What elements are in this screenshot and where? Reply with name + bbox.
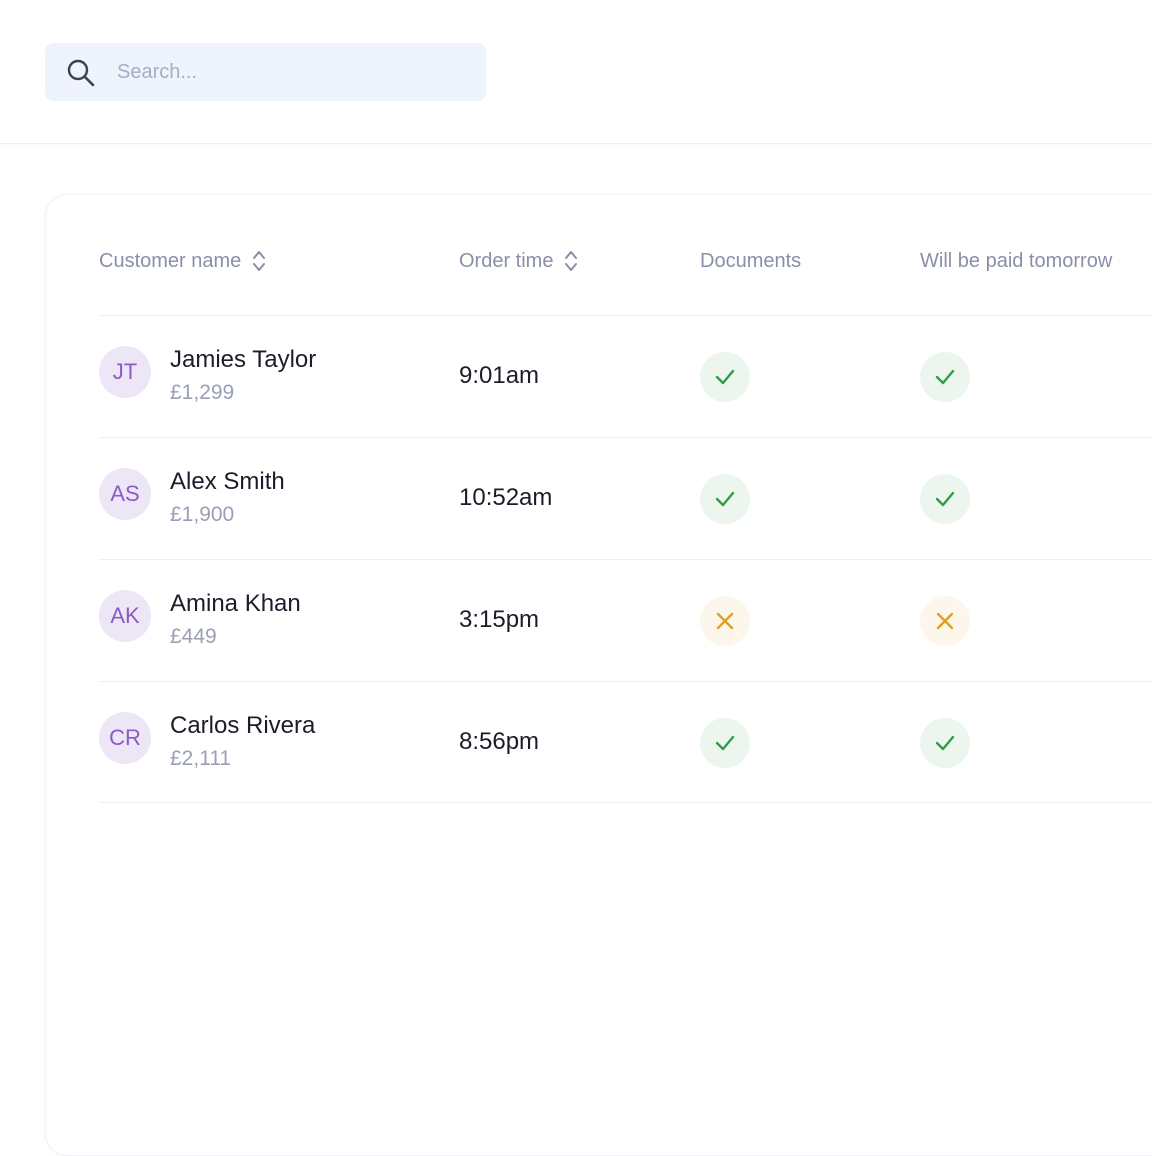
sort-icon[interactable]	[563, 248, 579, 274]
order-time: 10:52am	[459, 484, 553, 511]
paid-tomorrow-status	[920, 352, 970, 402]
customer-name: Amina Khan	[170, 590, 301, 617]
cross-icon	[716, 612, 734, 630]
check-icon	[715, 491, 735, 507]
paid-tomorrow-status	[920, 596, 970, 646]
search-icon	[67, 59, 95, 87]
order-time: 9:01am	[459, 362, 540, 389]
search-box[interactable]	[45, 43, 486, 101]
row-divider	[99, 437, 1152, 438]
orders-card	[45, 194, 1152, 1156]
column-header-label: Documents	[700, 249, 802, 272]
customer-name: Carlos Rivera	[170, 712, 316, 739]
documents-status	[700, 352, 750, 402]
table-row[interactable]: AS Alex Smith £1,900 10:52am	[0, 438, 1152, 559]
table-row[interactable]: JT Jamies Taylor £1,299 9:01am	[0, 316, 1152, 437]
documents-status	[700, 596, 750, 646]
row-divider	[99, 681, 1152, 682]
cross-icon	[936, 612, 954, 630]
customer-name: Jamies Taylor	[170, 346, 317, 373]
avatar: JT	[99, 346, 151, 398]
paid-tomorrow-status	[920, 718, 970, 768]
order-amount: £1,900	[170, 503, 235, 526]
avatar: CR	[99, 712, 151, 764]
column-header-will-be-paid-tomorrow: Will be paid tomorrow	[920, 246, 1112, 276]
header-divider	[99, 315, 1152, 316]
order-time: 3:15pm	[459, 606, 540, 633]
row-divider	[99, 802, 1152, 803]
column-header-documents: Documents	[700, 246, 801, 276]
row-divider	[99, 559, 1152, 560]
top-bar	[0, 0, 1152, 144]
table-row[interactable]: AK Amina Khan £449 3:15pm	[0, 560, 1152, 681]
column-header-label: Order time	[459, 249, 554, 272]
column-header-label: Will be paid tomorrow	[920, 249, 1113, 272]
paid-tomorrow-status	[920, 474, 970, 524]
order-time: 8:56pm	[459, 728, 540, 755]
avatar: AK	[99, 590, 151, 642]
order-amount: £1,299	[170, 381, 235, 404]
documents-status	[700, 718, 750, 768]
column-header-label: Customer name	[99, 249, 242, 272]
column-header-order-time[interactable]: Order time	[459, 246, 579, 276]
documents-status	[700, 474, 750, 524]
search-input[interactable]	[117, 43, 467, 101]
customer-name: Alex Smith	[170, 468, 285, 495]
table-row[interactable]: CR Carlos Rivera £2,111 8:56pm	[0, 682, 1152, 803]
check-icon	[935, 369, 955, 385]
check-icon	[715, 369, 735, 385]
sort-icon[interactable]	[251, 248, 267, 274]
check-icon	[935, 491, 955, 507]
order-amount: £449	[170, 625, 217, 648]
avatar: AS	[99, 468, 151, 520]
check-icon	[935, 735, 955, 751]
order-amount: £2,111	[170, 747, 232, 770]
check-icon	[715, 735, 735, 751]
column-header-customer-name[interactable]: Customer name	[99, 246, 267, 276]
